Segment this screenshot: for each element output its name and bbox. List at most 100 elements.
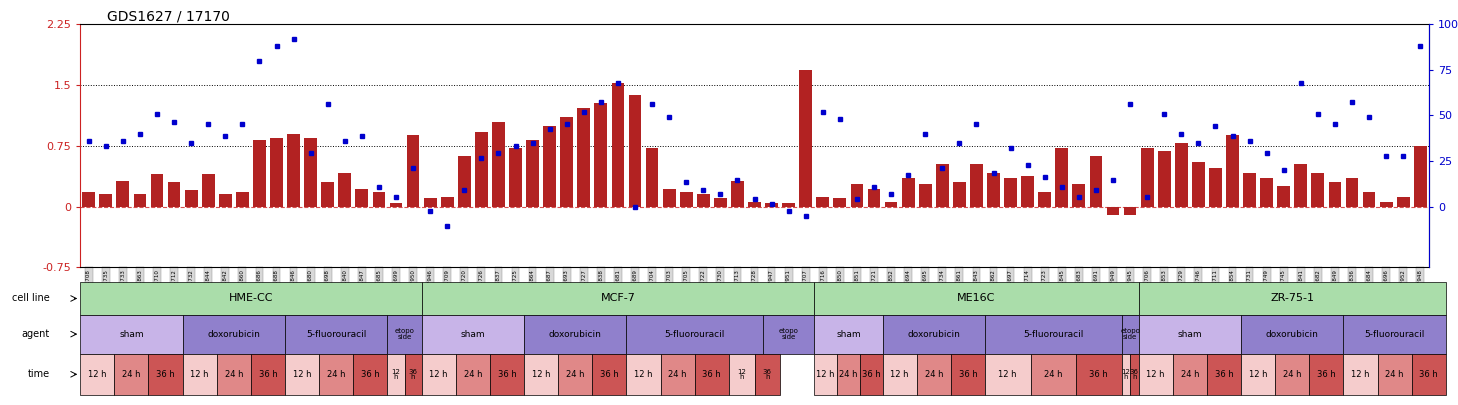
Bar xyxy=(338,173,351,207)
Bar xyxy=(882,315,986,354)
Bar xyxy=(117,181,130,207)
Bar xyxy=(1244,173,1255,207)
Bar xyxy=(882,354,917,395)
Bar xyxy=(714,198,726,207)
Bar xyxy=(954,182,965,207)
Bar xyxy=(577,108,590,207)
Bar xyxy=(1346,178,1359,207)
Bar xyxy=(185,190,197,207)
Bar xyxy=(373,192,385,207)
Text: etopo
side: etopo side xyxy=(395,328,414,340)
Text: sham: sham xyxy=(120,330,144,339)
Text: 12 h: 12 h xyxy=(891,370,908,379)
Text: doxorubicin: doxorubicin xyxy=(907,330,961,339)
Bar xyxy=(1175,143,1188,207)
Bar xyxy=(646,148,659,207)
Bar xyxy=(1241,315,1343,354)
Bar xyxy=(523,315,627,354)
Text: 12
h: 12 h xyxy=(738,369,746,380)
Text: 36 h: 36 h xyxy=(958,370,977,379)
Bar xyxy=(560,117,573,207)
Bar xyxy=(1295,164,1308,207)
Bar xyxy=(80,354,114,395)
Text: 36 h: 36 h xyxy=(862,370,881,379)
Bar xyxy=(1140,148,1153,207)
Text: 12 h: 12 h xyxy=(816,370,835,379)
Bar xyxy=(917,354,951,395)
Text: 24 h: 24 h xyxy=(1044,370,1063,379)
Bar xyxy=(99,194,112,207)
Text: 24 h: 24 h xyxy=(668,370,687,379)
Bar xyxy=(1193,162,1204,207)
Bar xyxy=(490,354,523,395)
Text: 24 h: 24 h xyxy=(1181,370,1198,379)
Bar xyxy=(1276,354,1309,395)
Bar xyxy=(319,354,353,395)
Text: 12 h: 12 h xyxy=(999,370,1018,379)
Text: 12 h: 12 h xyxy=(430,370,448,379)
Bar xyxy=(236,192,249,207)
Text: doxorubicin: doxorubicin xyxy=(548,330,602,339)
Bar xyxy=(814,354,837,395)
Bar xyxy=(1226,135,1239,207)
Bar xyxy=(901,178,914,207)
Bar xyxy=(217,354,251,395)
Bar xyxy=(1397,197,1410,207)
Text: sham: sham xyxy=(1178,330,1203,339)
Text: 5-fluorouracil: 5-fluorouracil xyxy=(1365,330,1424,339)
Text: cell line: cell line xyxy=(12,294,50,303)
Bar xyxy=(730,181,744,207)
Bar xyxy=(748,202,761,207)
Bar xyxy=(287,134,300,207)
Text: doxorubicin: doxorubicin xyxy=(1266,330,1318,339)
Text: 12
h: 12 h xyxy=(392,369,401,380)
Text: 12 h: 12 h xyxy=(191,370,208,379)
Bar xyxy=(509,148,522,207)
Bar xyxy=(456,354,490,395)
Bar xyxy=(729,354,754,395)
Bar xyxy=(1124,207,1136,215)
Bar xyxy=(986,315,1121,354)
Bar xyxy=(424,198,436,207)
Bar xyxy=(1073,184,1085,207)
Bar xyxy=(182,354,217,395)
Bar xyxy=(1312,173,1324,207)
Bar xyxy=(936,164,949,207)
Bar xyxy=(1158,151,1171,207)
Text: 36 h: 36 h xyxy=(258,370,277,379)
Text: HME-CC: HME-CC xyxy=(229,294,273,303)
Bar xyxy=(697,194,710,207)
Bar xyxy=(421,354,456,395)
Bar xyxy=(1021,176,1034,207)
Bar xyxy=(389,203,402,207)
Text: 12 h: 12 h xyxy=(1352,370,1371,379)
Bar xyxy=(440,197,453,207)
Bar xyxy=(660,354,695,395)
Bar xyxy=(763,315,814,354)
Bar xyxy=(814,282,1139,315)
Text: 36
h: 36 h xyxy=(763,369,771,380)
Bar xyxy=(254,140,265,207)
Bar xyxy=(421,282,814,315)
Text: 36
h: 36 h xyxy=(408,369,417,380)
Bar xyxy=(1328,182,1341,207)
Bar xyxy=(679,192,693,207)
Text: 12 h: 12 h xyxy=(293,370,312,379)
Bar xyxy=(1414,146,1427,207)
Bar xyxy=(611,83,624,207)
Text: 36 h: 36 h xyxy=(1089,370,1108,379)
Text: ME16C: ME16C xyxy=(958,294,996,303)
Bar xyxy=(1363,192,1375,207)
Bar xyxy=(286,354,319,395)
Bar xyxy=(1031,354,1076,395)
Bar xyxy=(475,132,488,207)
Bar xyxy=(219,194,232,207)
Bar xyxy=(755,354,780,395)
Bar xyxy=(814,315,882,354)
Bar xyxy=(526,140,539,207)
Bar xyxy=(885,202,898,207)
Bar xyxy=(134,194,146,207)
Bar xyxy=(353,354,388,395)
Bar xyxy=(251,354,286,395)
Text: 36 h: 36 h xyxy=(1420,370,1438,379)
